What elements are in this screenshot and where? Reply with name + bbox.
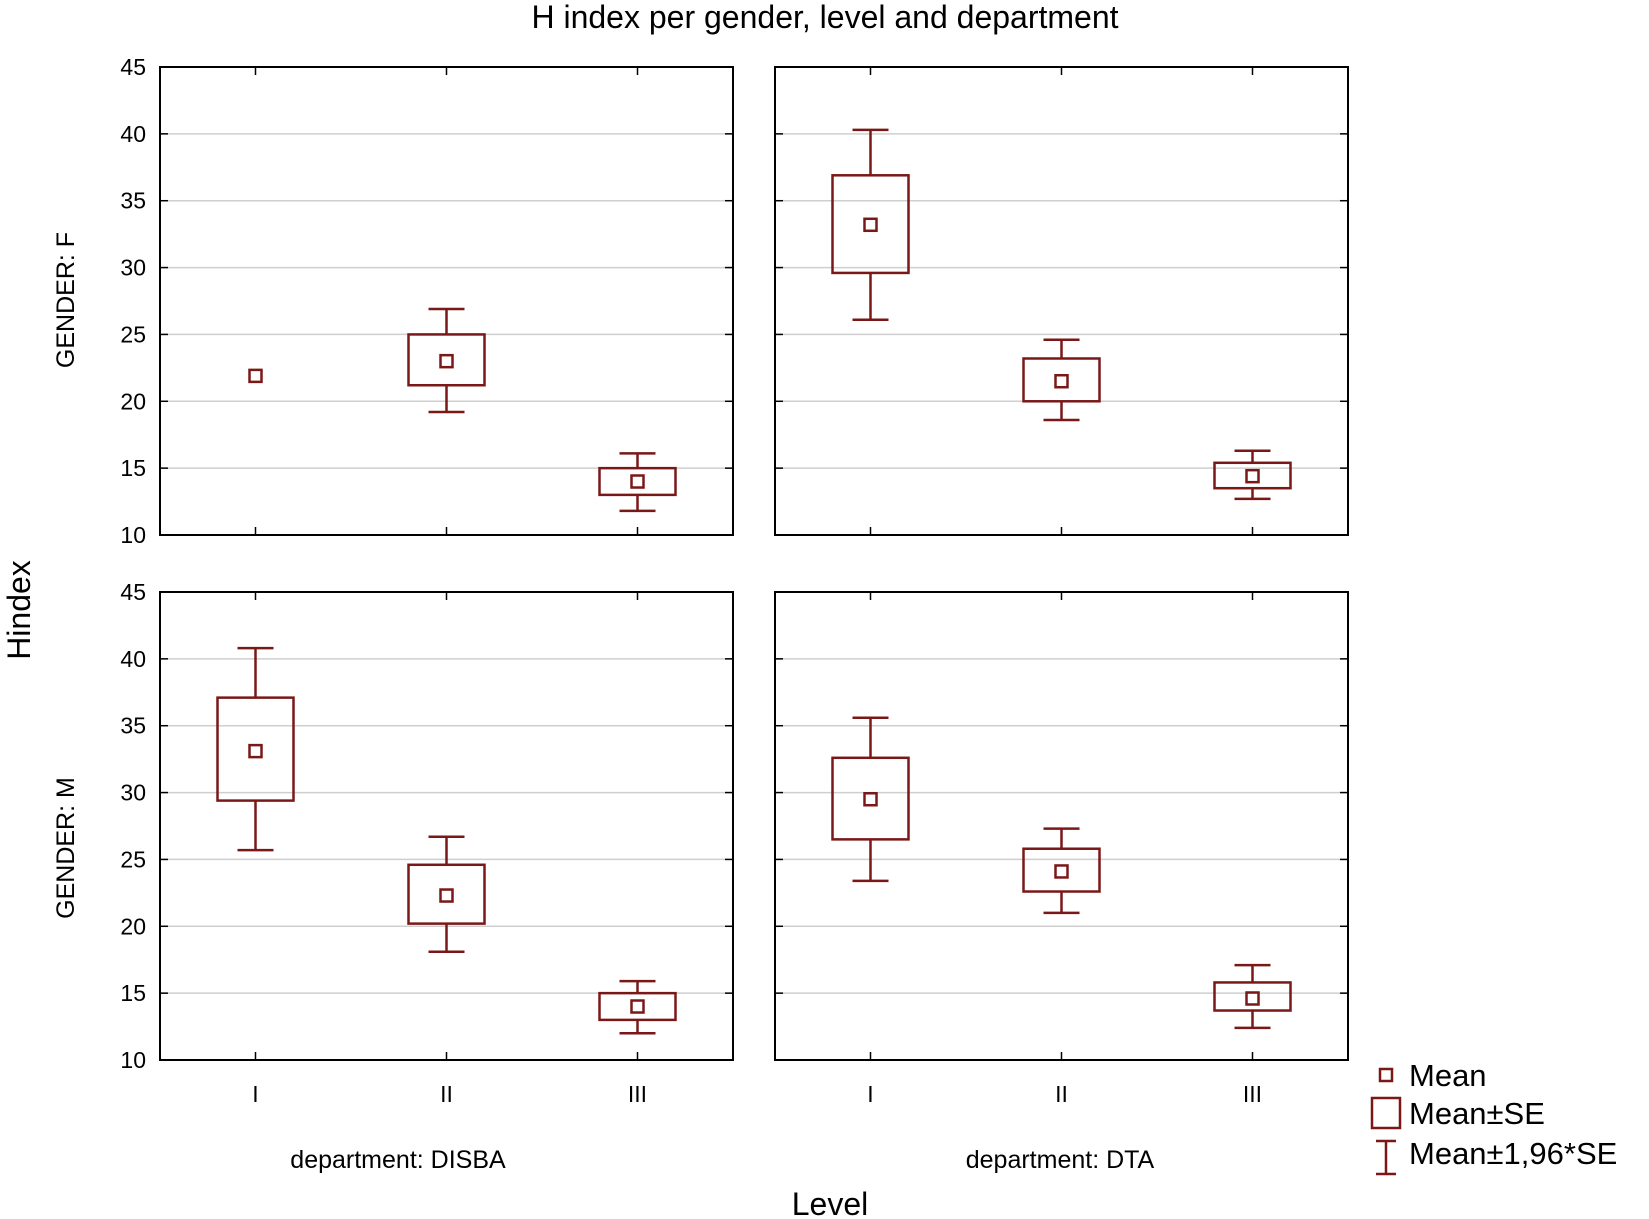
se-box-symbol-icon: [1370, 1096, 1402, 1130]
y-tick-label: 20: [120, 913, 146, 939]
se-box: [1022, 357, 1101, 403]
legend-label-mean: Mean: [1409, 1058, 1487, 1093]
x-tick-label: III: [628, 1081, 647, 1107]
y-tick-label: 20: [120, 388, 146, 414]
se-box: [1213, 981, 1292, 1012]
y-tick-label: 35: [120, 188, 146, 214]
panel-frame: [774, 591, 1349, 1061]
x-axis-label: Level: [792, 1186, 869, 1219]
box-group: [1022, 338, 1101, 422]
y-tick-label: 25: [120, 846, 146, 872]
y-tick-label: 10: [120, 1047, 146, 1073]
legend-item-mean: Mean: [1378, 1058, 1487, 1093]
legend-item-se: Mean±SE: [1370, 1096, 1545, 1131]
box-group: [831, 128, 910, 321]
panel-2: [774, 66, 1349, 536]
x-tick-label: I: [252, 1081, 258, 1107]
se-box: [407, 333, 486, 387]
y-tick-label: 40: [120, 646, 146, 672]
mean-symbol-icon: [1378, 1067, 1394, 1083]
mean-marker: [863, 217, 878, 233]
se-box: [831, 174, 910, 275]
se-box: [598, 991, 677, 1022]
box-group: [216, 646, 295, 852]
box-group: [1213, 963, 1292, 1030]
y-tick-label: 35: [120, 713, 146, 739]
panel-frame: [159, 66, 734, 536]
y-tick-label: 40: [120, 121, 146, 147]
column-label-disba: department: DISBA: [290, 1146, 506, 1174]
chart-title: H index per gender, level and department: [531, 0, 1118, 35]
mean-marker: [1245, 468, 1260, 484]
y-tick-label: 45: [120, 579, 146, 605]
legend-label-ci: Mean±1,96*SE: [1409, 1136, 1617, 1171]
y-tick-label: 10: [120, 522, 146, 548]
se-box: [598, 466, 677, 497]
mean-marker: [1054, 373, 1069, 389]
y-tick-label: 25: [120, 321, 146, 347]
panel-4: I II III: [774, 591, 1349, 1107]
mean-marker: [248, 368, 263, 384]
y-tick-label: 45: [120, 54, 146, 80]
row-label-gender-f: GENDER: F: [52, 232, 80, 368]
x-tick-label: I: [867, 1081, 873, 1107]
y-tick-label: 15: [120, 455, 146, 481]
box-group: [1213, 449, 1292, 501]
panel-frame: [774, 66, 1349, 536]
row-label-gender-m: GENDER: M: [52, 777, 80, 919]
x-tick-label: III: [1243, 1081, 1262, 1107]
y-tick-label: 15: [120, 980, 146, 1006]
se-box: [216, 696, 295, 802]
mean-marker: [1054, 864, 1069, 879]
mean-marker: [439, 888, 454, 903]
box-group: [407, 307, 486, 414]
legend-item-ci: Mean±1,96*SE: [1376, 1136, 1617, 1176]
legend-label-se: Mean±SE: [1409, 1096, 1545, 1131]
box-group: [831, 716, 910, 883]
column-label-dta: department: DTA: [966, 1146, 1155, 1174]
mean-marker: [1245, 991, 1260, 1006]
mean-marker: [439, 353, 454, 369]
box-group: [598, 979, 677, 1035]
se-box: [831, 756, 910, 841]
panel-frame: [159, 591, 734, 1061]
x-tick-label: II: [1055, 1081, 1068, 1107]
y-tick-label: 30: [120, 255, 146, 281]
y-axis-label: Hindex: [1, 560, 37, 660]
mean-marker: [248, 743, 263, 759]
mean-marker: [630, 999, 645, 1014]
box-group: [407, 835, 486, 953]
box-group: [248, 368, 263, 384]
box-group: [1022, 827, 1101, 915]
se-box: [1213, 461, 1292, 490]
box-group: [598, 452, 677, 513]
mean-marker: [863, 792, 878, 807]
y-tick-label: 30: [120, 780, 146, 806]
panel-1: 10 15 20 25 30 35 40 45: [120, 54, 734, 548]
se-box: [407, 863, 486, 925]
x-tick-label: II: [440, 1081, 453, 1107]
mean-marker: [630, 474, 645, 489]
se-box: [1022, 847, 1101, 893]
